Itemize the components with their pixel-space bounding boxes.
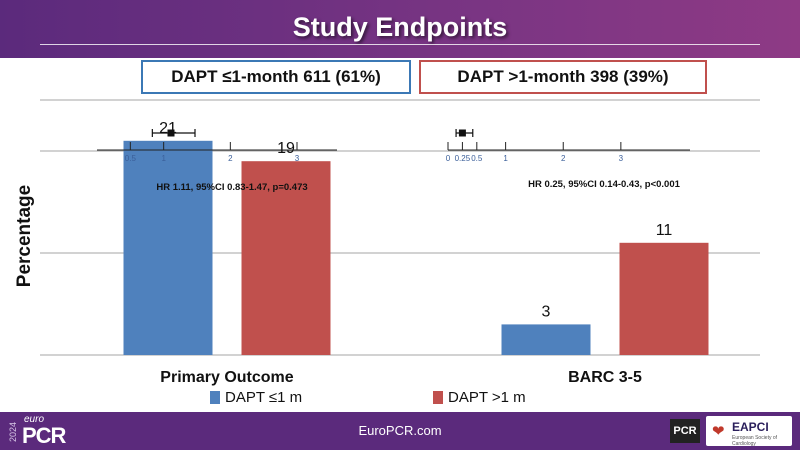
eapci-text: EAPCI (732, 420, 769, 434)
eapci-subtext: European Society of Cardiology (732, 435, 778, 447)
data-label-0-1: 19 (277, 140, 295, 157)
chart: Percentage 2 1 19 Primary Outcome 3 11 BARC 3-5… (14, 99, 760, 406)
legend-swatch-0 (210, 391, 220, 404)
pcr-partner-logo: PCR (670, 419, 700, 443)
hazard-ratio-text-0: HR 1.11, 95%CI 0.83-1.47, p=0.473 (156, 182, 307, 193)
slide-title: Study Endpoints (292, 12, 508, 42)
logo-pcr-text: PCR (22, 423, 66, 448)
forest-point-0 (167, 129, 175, 137)
footer-bar: 2024 euro PCR EuroPCR.com PCR ❤ EAPCI Eu… (0, 412, 800, 450)
forest-tick-label-0-1: 1 (161, 154, 166, 163)
data-label-1-1: 11 (656, 222, 673, 239)
bar-1-1 (619, 242, 709, 355)
category-label-1: BARC 3-5 (568, 369, 642, 386)
bar-1-0 (501, 324, 591, 355)
category-label-0: Primary Outcome (160, 369, 293, 386)
arm-box-dapt-short: DAPT ≤1-month 611 (61%) (141, 60, 411, 94)
arm-box-dapt-long: DAPT >1-month 398 (39%) (419, 60, 707, 94)
bar-0-0 (123, 140, 213, 355)
legend-label-1: DAPT >1 m (448, 389, 526, 406)
forest-tick-label-0-0: 0.5 (125, 154, 137, 163)
forest-point-1 (458, 129, 466, 137)
heart-icon: ❤ (712, 423, 725, 440)
forest-tick-label-0-2: 2 (228, 154, 233, 163)
legend-swatch-1 (433, 391, 443, 404)
forest-tick-label-1-5: 3 (619, 154, 624, 163)
bar-0-1 (241, 161, 331, 355)
forest-tick-label-0-3: 3 (295, 154, 300, 163)
forest-tick-label-1-4: 2 (561, 154, 566, 163)
eapci-logo: ❤ EAPCI European Society of Cardiology (706, 416, 792, 447)
header-bar: Study Endpoints (0, 0, 800, 58)
forest-tick-label-1-2: 0.5 (471, 154, 483, 163)
forest-tick-label-1-1: 0.25 (455, 154, 471, 163)
forest-tick-label-1-3: 1 (503, 154, 508, 163)
logo-euro-text: euro (24, 414, 45, 425)
footer-url[interactable]: EuroPCR.com (358, 423, 442, 438)
forest-tick-label-1-0: 0 (446, 154, 451, 163)
y-axis-label: Percentage (14, 185, 35, 287)
title-rule (40, 44, 760, 45)
hazard-ratio-text-1: HR 0.25, 95%CI 0.14-0.43, p<0.001 (528, 179, 681, 190)
legend-label-0: DAPT ≤1 m (225, 389, 302, 406)
data-label-1-0: 3 (542, 303, 551, 320)
